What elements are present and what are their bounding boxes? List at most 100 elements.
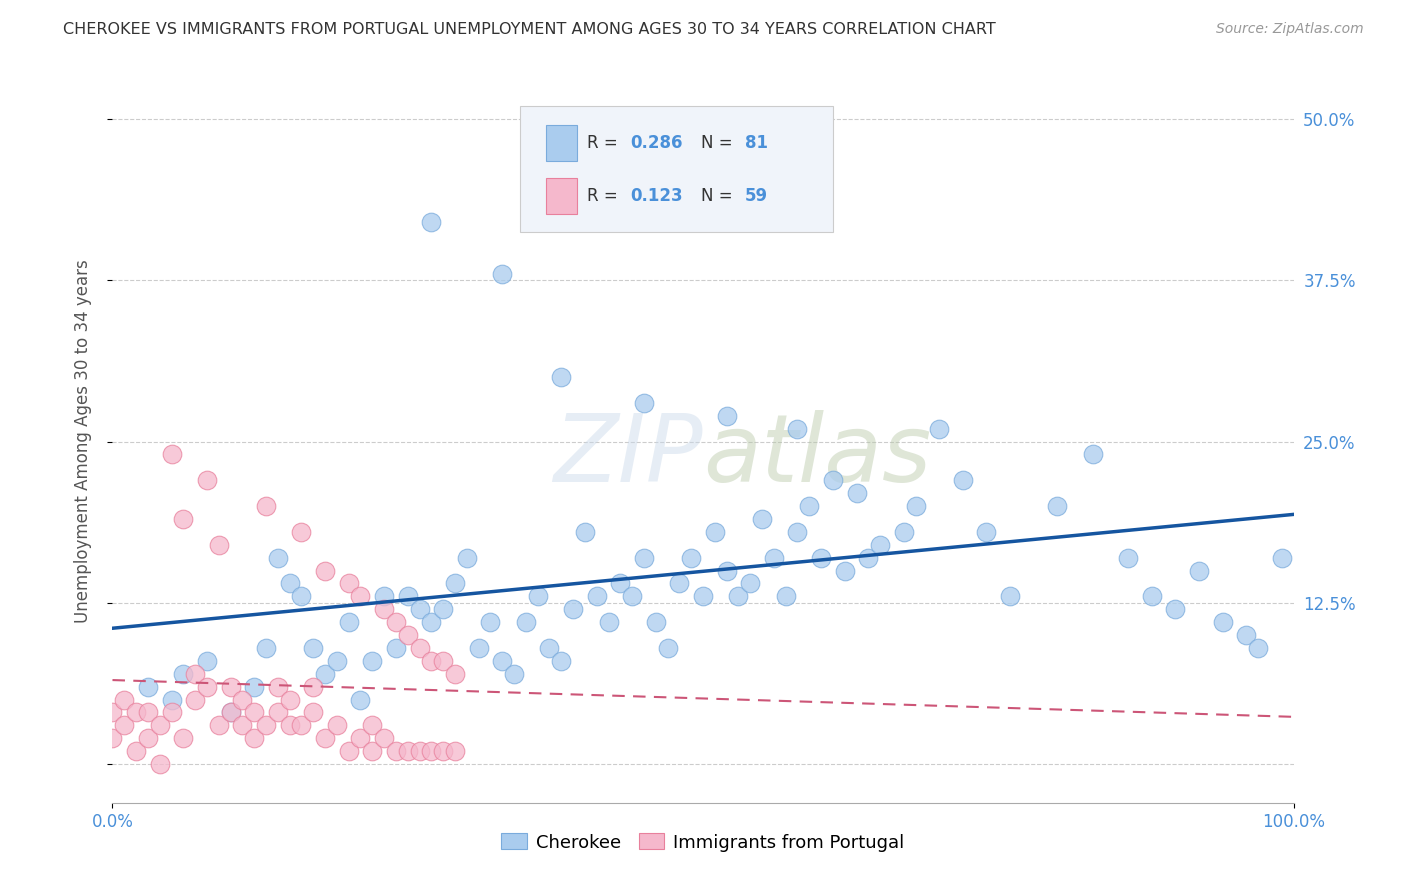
Point (786, 524, 808, 539)
Point (373, 731, 395, 746)
Point (184, 666, 207, 681)
Point (1271, 550, 1294, 565)
Point (444, 744, 467, 758)
Point (396, 744, 419, 758)
Point (290, 718, 312, 732)
Text: 81: 81 (745, 134, 768, 152)
Point (302, 640, 325, 655)
Point (136, 706, 159, 720)
Point (195, 473, 218, 487)
Text: 59: 59 (745, 186, 768, 204)
Point (349, 692, 371, 706)
Text: Source: ZipAtlas.com: Source: ZipAtlas.com (1216, 22, 1364, 37)
Legend: Cherokee, Immigrants from Portugal: Cherokee, Immigrants from Portugal (495, 826, 911, 859)
FancyBboxPatch shape (546, 178, 576, 213)
Point (373, 590, 395, 604)
Point (420, 654, 443, 668)
Point (408, 602, 430, 616)
Point (195, 680, 218, 694)
Point (337, 744, 360, 758)
Point (762, 550, 785, 565)
Point (195, 654, 218, 668)
Point (692, 590, 714, 604)
Point (834, 564, 856, 578)
Point (727, 590, 749, 604)
Point (998, 590, 1021, 604)
Point (385, 744, 408, 758)
Text: R =: R = (586, 134, 623, 152)
Point (396, 590, 419, 604)
Point (408, 744, 430, 758)
Point (444, 576, 467, 591)
Point (302, 706, 325, 720)
Point (432, 602, 454, 616)
Point (740, 576, 762, 591)
Point (136, 731, 159, 746)
Point (786, 422, 808, 436)
Text: R =: R = (586, 186, 623, 204)
Point (254, 640, 277, 655)
Point (444, 666, 467, 681)
Point (208, 538, 231, 552)
Point (149, 757, 172, 772)
Point (219, 706, 242, 720)
Point (952, 473, 974, 487)
Point (1046, 499, 1069, 513)
Point (716, 409, 738, 423)
Point (267, 680, 290, 694)
Point (337, 576, 360, 591)
Point (1164, 602, 1187, 616)
Point (361, 744, 384, 758)
Point (562, 602, 585, 616)
Text: N =: N = (702, 134, 738, 152)
Point (290, 590, 312, 604)
Point (858, 550, 880, 565)
Point (904, 499, 927, 513)
Point (231, 718, 253, 732)
Point (149, 718, 172, 732)
Point (219, 706, 242, 720)
Point (243, 680, 266, 694)
Point (314, 564, 336, 578)
Point (574, 524, 596, 539)
Point (385, 615, 408, 630)
Point (125, 706, 148, 720)
Point (420, 744, 443, 758)
Point (503, 666, 526, 681)
Point (373, 602, 395, 616)
Point (810, 550, 832, 565)
Point (550, 370, 572, 384)
Point (231, 692, 253, 706)
Point (254, 718, 277, 732)
FancyBboxPatch shape (520, 105, 832, 232)
Point (326, 654, 349, 668)
Point (633, 396, 655, 410)
Point (385, 640, 408, 655)
Point (1116, 550, 1139, 565)
Point (290, 524, 312, 539)
Point (976, 524, 998, 539)
Point (420, 615, 443, 630)
Point (821, 473, 844, 487)
Point (716, 564, 738, 578)
Point (479, 615, 502, 630)
Point (112, 718, 135, 732)
Point (267, 550, 290, 565)
Point (491, 267, 513, 281)
Point (1081, 447, 1104, 461)
Point (1212, 615, 1234, 630)
Point (598, 615, 620, 630)
Point (1188, 564, 1211, 578)
Point (254, 499, 277, 513)
Point (585, 590, 607, 604)
Point (775, 590, 797, 604)
Point (408, 640, 430, 655)
Point (267, 706, 290, 720)
Point (337, 615, 360, 630)
Point (621, 590, 644, 604)
Point (668, 576, 690, 591)
Point (396, 628, 419, 642)
Text: CHEROKEE VS IMMIGRANTS FROM PORTUGAL UNEMPLOYMENT AMONG AGES 30 TO 34 YEARS CORR: CHEROKEE VS IMMIGRANTS FROM PORTUGAL UNE… (63, 22, 995, 37)
Point (550, 654, 572, 668)
Text: 0.123: 0.123 (630, 186, 683, 204)
